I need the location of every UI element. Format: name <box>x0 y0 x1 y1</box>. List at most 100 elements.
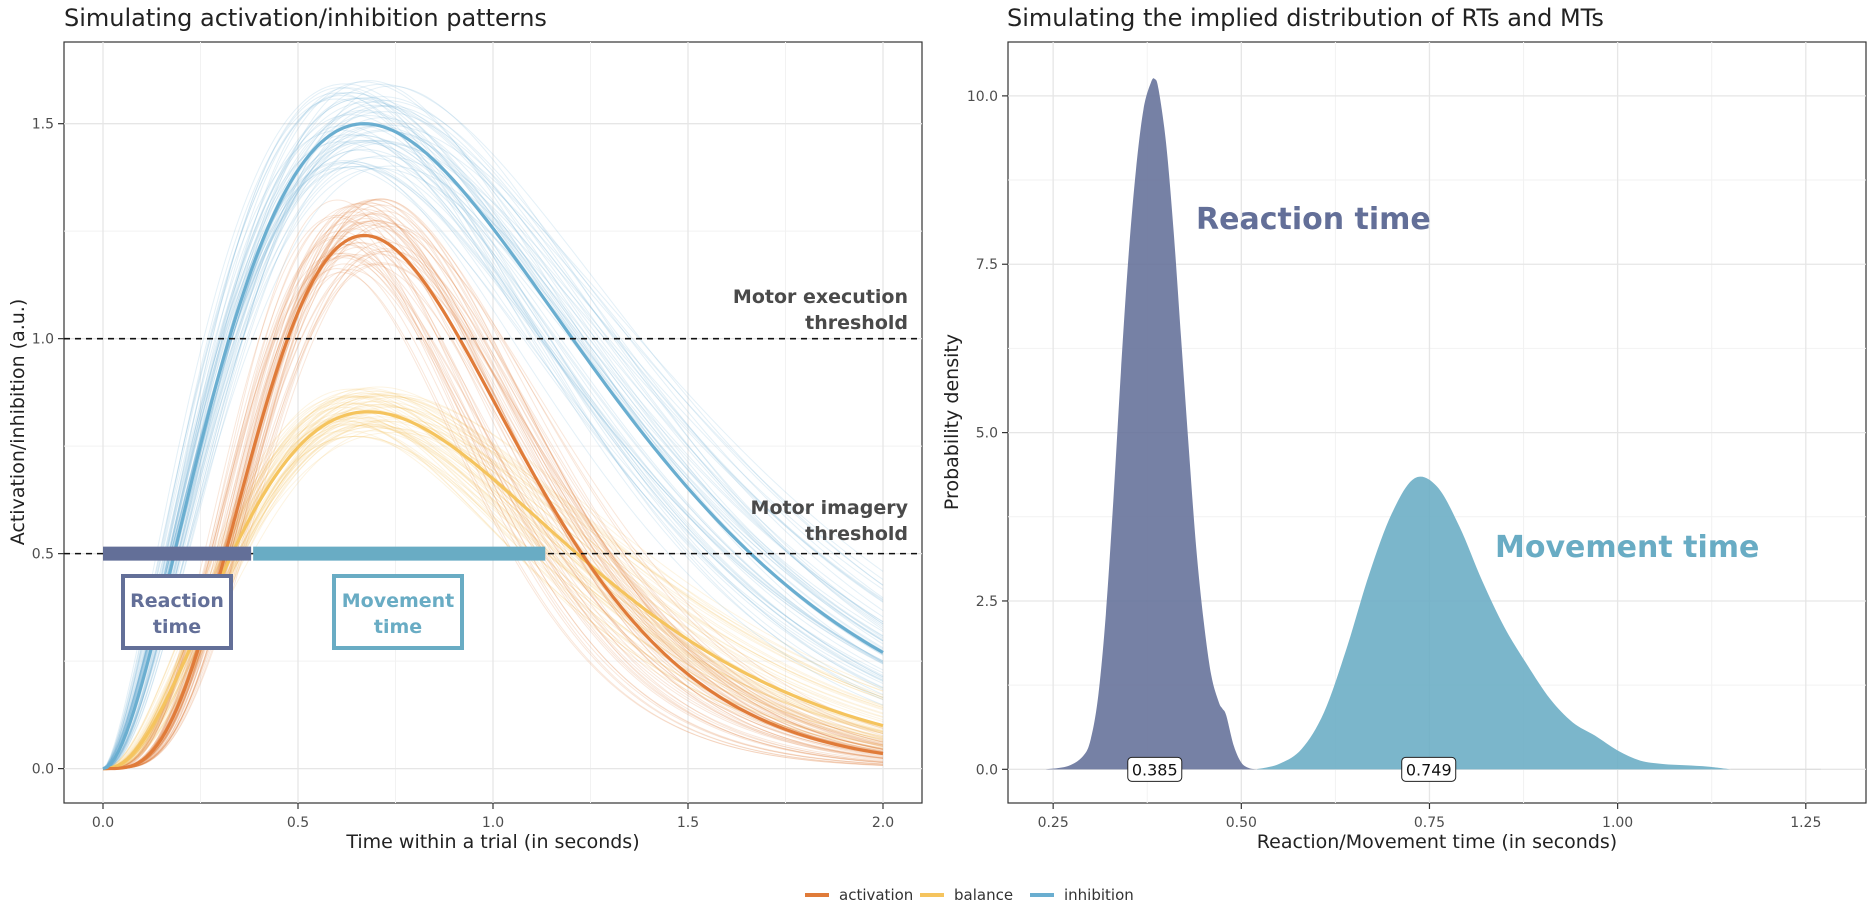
inhibition-simulation-line <box>102 161 884 770</box>
balance-simulation-line <box>102 431 884 770</box>
inhibition-simulation-line <box>102 87 884 770</box>
balance-simulation-line <box>102 420 884 770</box>
inhibition-simulation-line <box>102 124 884 770</box>
inhibition-simulation-line <box>102 105 884 770</box>
inhibition-simulation-line <box>102 124 884 769</box>
balance-simulation-line <box>102 405 884 770</box>
inhibition-simulation-line <box>102 166 884 770</box>
activation-simulation-line <box>103 242 884 770</box>
activation-simulation-line <box>103 202 884 770</box>
inhibition-simulation-line <box>102 134 884 769</box>
balance-simulation-line <box>102 417 884 770</box>
balance-simulation-line <box>102 417 884 770</box>
activation-simulation-line <box>103 230 884 770</box>
activation-mean-line <box>103 233 884 771</box>
activation-simulation-line <box>103 252 884 770</box>
legend: activation balance inhibition <box>805 886 1134 904</box>
inhibition-simulation-line <box>102 87 884 770</box>
inhibition-simulation-line <box>102 139 884 770</box>
right-x-tick-label: 1.00 <box>1602 815 1633 831</box>
inhibition-simulation-line <box>102 141 884 770</box>
left-x-tick-label: 1.0 <box>482 815 504 831</box>
inhibition-simulation-line <box>102 160 884 769</box>
left-x-tick-label: 0.0 <box>92 815 114 831</box>
balance-simulation-line <box>102 425 884 770</box>
activation-simulation-line <box>103 225 884 770</box>
inhibition-simulation-line <box>102 161 884 770</box>
activation-simulation-line <box>103 198 884 770</box>
balance-simulation-line <box>102 396 884 770</box>
balance-simulation-line <box>102 406 884 770</box>
inhibition-simulation-line <box>102 157 884 770</box>
activation-simulation-line <box>103 220 884 770</box>
right-x-tick-label: 0.75 <box>1414 815 1445 831</box>
balance-simulation-line <box>102 403 884 770</box>
inhibition-simulation-line <box>102 83 884 770</box>
right-y-axis-title: Probability density <box>941 334 963 510</box>
inhibition-simulation-line <box>102 139 884 770</box>
inhibition-simulation-line <box>102 83 884 769</box>
inhibition-simulation-line <box>102 167 884 770</box>
left-ticks: 0.0 0.5 1.0 1.5 2.0 0.0 0.5 1.0 1.5 <box>32 117 894 831</box>
left-panel: Simulating activation/inhibition pattern… <box>7 4 923 853</box>
left-x-tick-label: 0.5 <box>287 815 309 831</box>
movement-time-label: Movement time <box>1495 530 1759 565</box>
right-x-axis-title: Reaction/Movement time (in seconds) <box>1257 831 1617 853</box>
reaction-time-box-label-line2: time <box>153 616 201 638</box>
inhibition-simulation-line <box>102 142 884 770</box>
inhibition-simulation-line <box>102 95 884 770</box>
balance-simulation-line <box>102 420 884 770</box>
right-x-tick-label: 0.50 <box>1226 815 1257 831</box>
activation-simulation-line <box>103 263 884 770</box>
activation-simulation-line <box>103 235 884 770</box>
activation-simulation-line <box>103 203 884 770</box>
inhibition-simulation-line <box>102 105 884 770</box>
activation-simulation-line <box>102 252 884 770</box>
left-x-axis-title: Time within a trial (in seconds) <box>345 831 639 853</box>
left-time-segments <box>103 546 546 561</box>
balance-simulation-line <box>102 424 884 770</box>
balance-simulation-line <box>102 395 884 770</box>
inhibition-simulation-line <box>102 134 884 770</box>
right-panel-title: Simulating the implied distribution of R… <box>1007 4 1604 32</box>
inhibition-simulation-line <box>102 117 884 770</box>
reaction-time-label: Reaction time <box>1196 202 1431 237</box>
activation-simulation-line <box>103 254 884 770</box>
reaction-time-bar <box>103 546 252 561</box>
activation-simulation-line <box>103 253 884 770</box>
right-x-tick-label: 0.25 <box>1038 815 1069 831</box>
balance-simulation-line <box>102 418 884 770</box>
right-y-tick-label: 2.5 <box>976 594 998 610</box>
balance-simulation-line <box>102 393 884 770</box>
right-y-tick-label: 10.0 <box>967 89 998 105</box>
inhibition-simulation-line <box>102 167 884 770</box>
inhibition-mean-line <box>102 122 884 771</box>
left-panel-title: Simulating activation/inhibition pattern… <box>64 4 547 32</box>
activation-simulation-line <box>102 214 884 770</box>
balance-simulation-line <box>102 424 884 770</box>
activation-simulation-line <box>102 206 884 770</box>
inhibition-simulation-line <box>102 97 884 770</box>
activation-simulation-line <box>103 257 884 770</box>
inhibition-simulation-line <box>102 109 884 770</box>
right-y-tick-label: 0.0 <box>976 762 998 778</box>
inhibition-simulation-line <box>102 141 884 770</box>
balance-simulation-line <box>102 412 884 770</box>
right-panel: Simulating the implied distribution of R… <box>941 4 1867 853</box>
activation-simulation-line <box>103 222 884 770</box>
movement-time-box-label-line2: time <box>374 616 422 638</box>
balance-simulation-line <box>102 435 884 770</box>
balance-simulation-line <box>102 423 884 770</box>
balance-simulation-line <box>102 412 884 770</box>
imagery-threshold-label-line2: threshold <box>805 523 908 545</box>
activation-simulation-line <box>103 241 884 770</box>
left-y-tick-label: 1.5 <box>32 117 54 133</box>
activation-simulation-line <box>103 213 884 770</box>
reaction-time-box <box>121 574 233 650</box>
activation-simulation-line <box>103 244 884 770</box>
balance-simulation-line <box>102 426 884 770</box>
inhibition-simulation-line <box>102 165 884 770</box>
inhibition-simulation-line <box>102 98 884 770</box>
activation-simulation-line <box>103 221 884 770</box>
